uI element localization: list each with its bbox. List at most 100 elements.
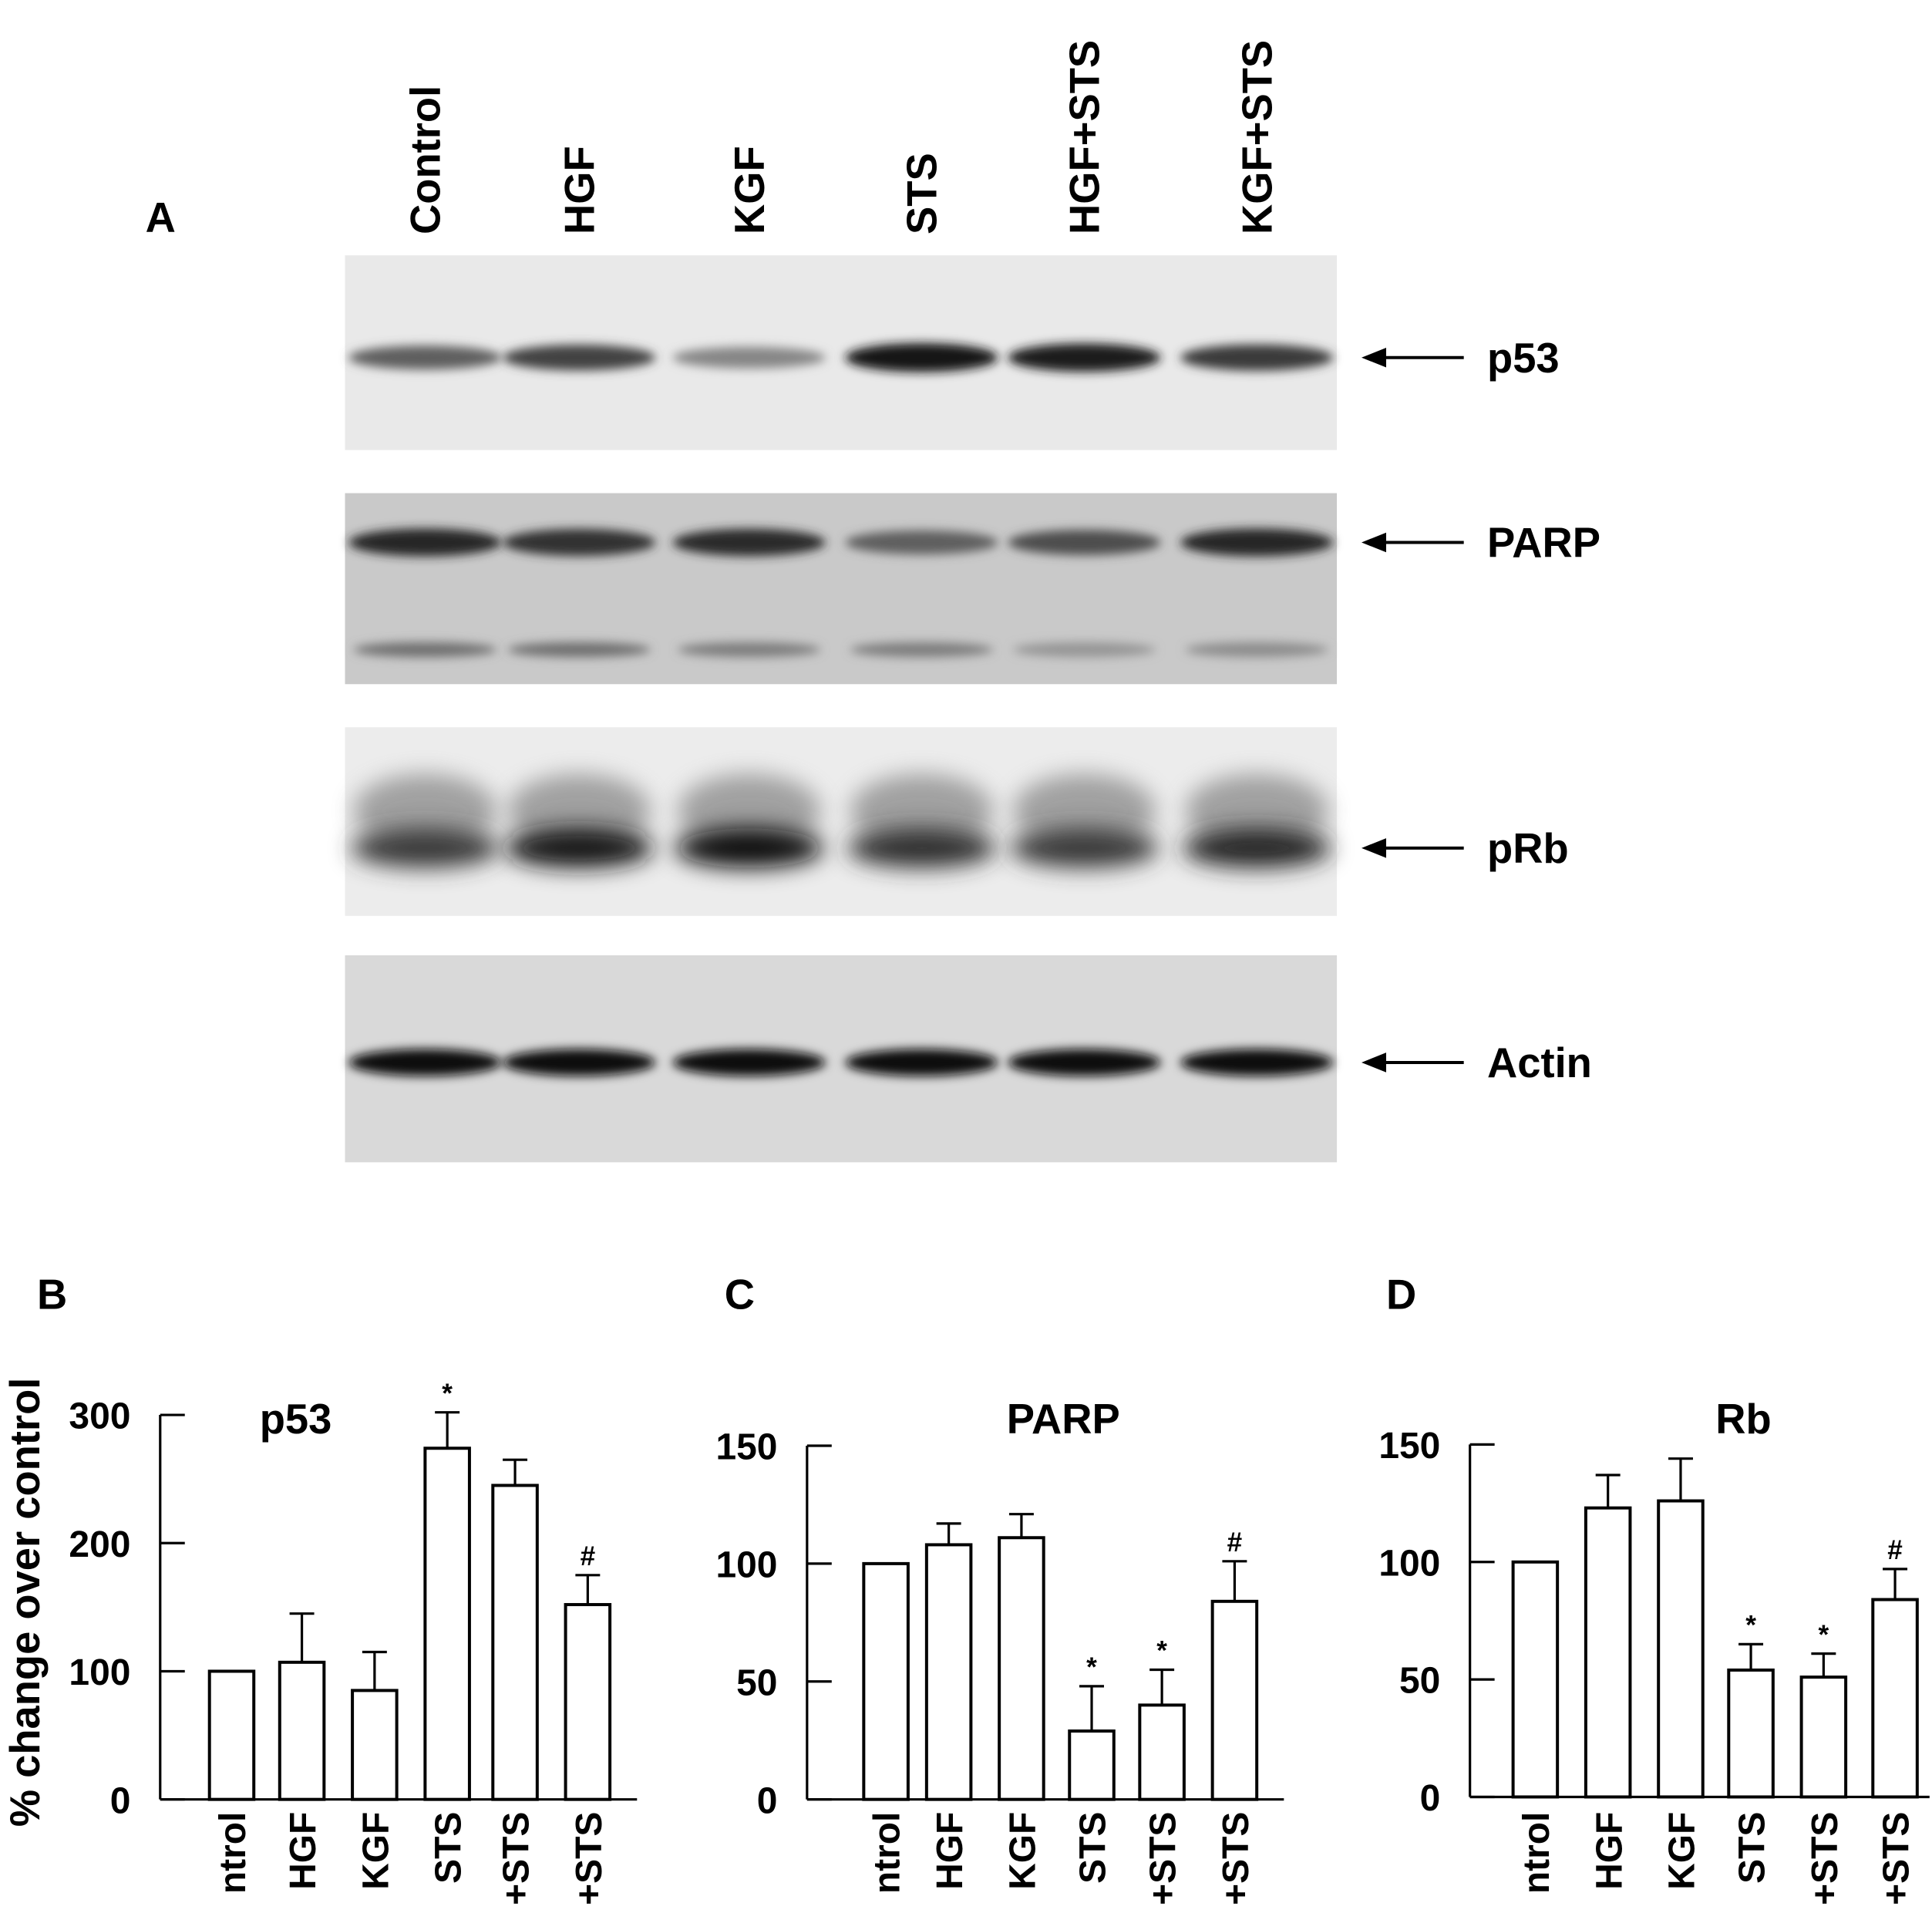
band [1008, 343, 1161, 372]
lower-band [507, 642, 651, 658]
lane-label: HGF+STS [1062, 40, 1109, 234]
significance-mark: # [581, 1541, 596, 1571]
bar [924, 1543, 973, 1801]
panel-letter: C [725, 1271, 755, 1319]
band [845, 342, 998, 372]
band [348, 528, 502, 557]
bar [862, 1561, 910, 1801]
bar [423, 1447, 471, 1801]
bar [207, 1669, 256, 1801]
band [348, 345, 502, 370]
bar [564, 1603, 612, 1801]
x-tick-label: ntrol [867, 1812, 908, 1894]
bar [1799, 1676, 1848, 1799]
x-tick-label: STS [1073, 1812, 1114, 1884]
chart-c: C PARP 0 50 100 150 ntrol HGF KGF * STS * +STS # +STS [715, 1271, 1284, 1905]
lower-band [850, 642, 994, 658]
y-tick-label: 300 [69, 1396, 130, 1437]
bar [1727, 1668, 1775, 1799]
y-axis-label: % change over control [2, 1378, 49, 1827]
band [672, 1049, 826, 1076]
y-tick-label: 0 [110, 1780, 131, 1821]
lane-label: KGF+STS [1234, 40, 1281, 234]
blot-parp: PARP [345, 493, 1600, 685]
bar [1138, 1703, 1186, 1801]
lane-label: Control [402, 86, 449, 234]
blot-prb: pRb [345, 727, 1569, 916]
significance-mark: * [1156, 1636, 1167, 1666]
bar [351, 1689, 399, 1801]
chart-title: Rb [1715, 1396, 1771, 1443]
band [351, 828, 500, 868]
x-tick-label: +STS [1216, 1812, 1257, 1905]
bar [1068, 1729, 1116, 1801]
western-blots: p53 PARP pRb Actin [345, 255, 1600, 1163]
lower-band [678, 642, 821, 658]
band [845, 1049, 998, 1076]
band [1008, 1049, 1161, 1076]
significance-mark: # [1887, 1535, 1903, 1565]
band-smear [1012, 773, 1156, 848]
blot-background [345, 727, 1338, 916]
arrow-icon [1361, 1052, 1386, 1073]
band [675, 828, 823, 868]
band-smear [678, 773, 821, 848]
lane-label: KGF [726, 146, 773, 234]
chart-title: p53 [260, 1396, 332, 1443]
x-tick-label: +STS [1143, 1812, 1184, 1905]
band [1183, 828, 1331, 868]
bar [1657, 1499, 1705, 1799]
x-tick-label: KGF [1662, 1812, 1703, 1890]
band [1180, 344, 1334, 371]
x-tick-label: +STS [496, 1812, 537, 1905]
bar [278, 1660, 326, 1801]
panel-letter: D [1386, 1271, 1416, 1319]
bar [1511, 1560, 1560, 1799]
blot-actin: Actin [345, 955, 1592, 1163]
significance-mark: * [442, 1379, 453, 1409]
band-smear [507, 773, 651, 848]
band-smear [1185, 773, 1328, 848]
bar [1584, 1506, 1632, 1799]
chart-title: PARP [1007, 1396, 1120, 1443]
band [1008, 530, 1161, 555]
y-tick-label: 50 [1399, 1661, 1440, 1702]
band [503, 344, 656, 371]
y-tick-label: 50 [736, 1662, 777, 1703]
lane-label: HGF [556, 146, 603, 234]
blot-label: PARP [1487, 520, 1600, 567]
y-tick-label: 0 [1420, 1778, 1441, 1819]
panel-letter-a: A [146, 194, 176, 241]
y-tick-label: 100 [69, 1652, 130, 1693]
band [1180, 528, 1334, 557]
bar [491, 1484, 539, 1801]
x-tick-label: ntrol [213, 1812, 254, 1894]
band [1180, 1049, 1334, 1076]
band [1010, 828, 1159, 868]
x-tick-label: HGF [1589, 1812, 1630, 1890]
x-tick-label: STS [1732, 1812, 1773, 1884]
bar [1210, 1599, 1259, 1801]
band [672, 528, 826, 557]
x-tick-label: KGF [355, 1812, 396, 1890]
blot-p53: p53 [345, 255, 1560, 450]
y-tick-label: 100 [715, 1544, 777, 1585]
band-smear [353, 773, 497, 848]
band [503, 1049, 656, 1076]
y-tick-label: 0 [757, 1780, 778, 1821]
blot-label: p53 [1487, 335, 1560, 382]
x-tick-label: ntrol [1516, 1812, 1557, 1894]
lane-label: STS [899, 153, 946, 234]
x-tick-label: HGF [930, 1812, 971, 1890]
chart-d: D Rb 0 50 100 150 ntrol HGF KGF * STS * +STS # +STS [1378, 1271, 1930, 1905]
band [505, 828, 654, 868]
blot-label: Actin [1487, 1039, 1592, 1086]
band [503, 528, 656, 557]
y-tick-label: 100 [1378, 1543, 1440, 1584]
y-tick-label: 200 [69, 1524, 130, 1565]
bar [1871, 1598, 1919, 1799]
significance-mark: * [1086, 1652, 1097, 1682]
